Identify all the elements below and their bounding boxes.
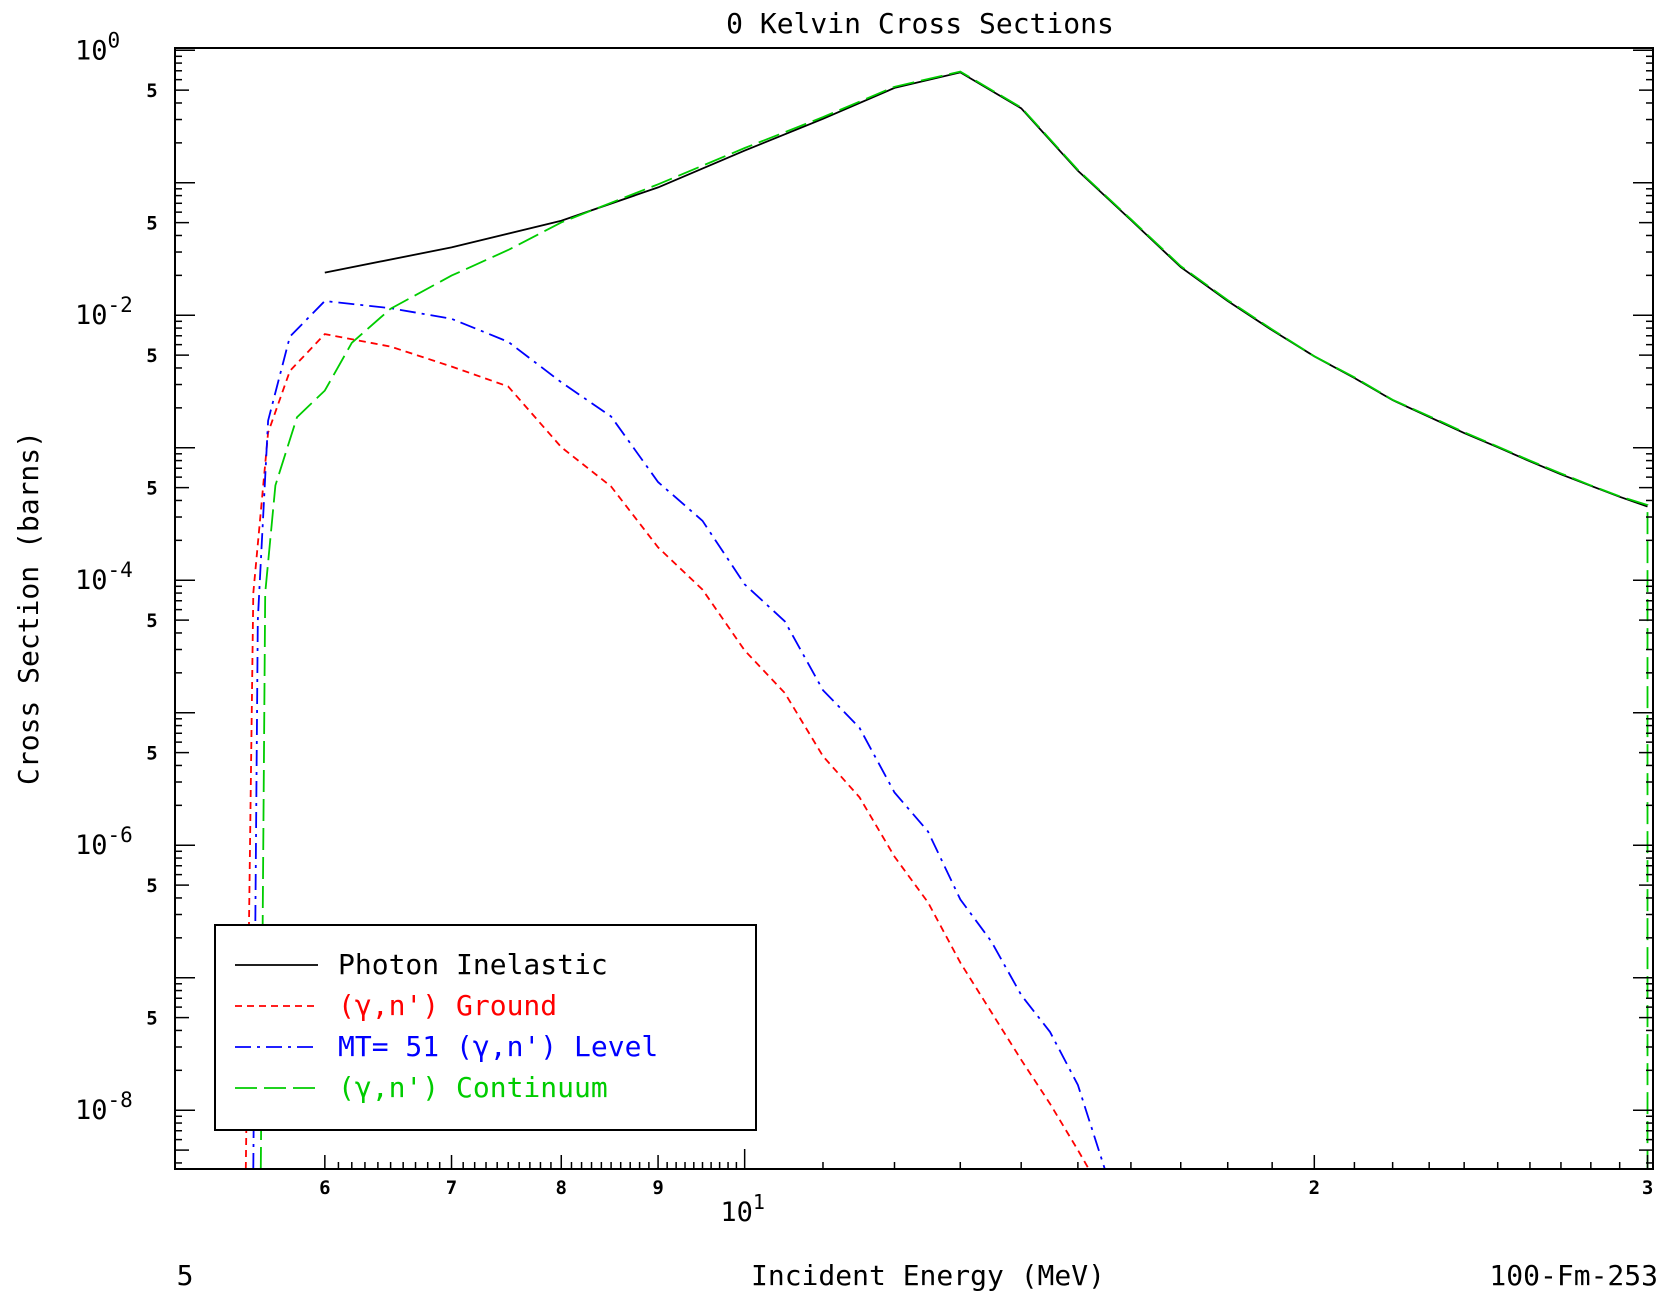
x-axis-label: Incident Energy (MeV) — [751, 1259, 1105, 1292]
y-tick-label: 5 — [146, 478, 157, 500]
x-tick-label: 2 — [1309, 1177, 1320, 1199]
x-tick-label: 3 — [1642, 1177, 1653, 1199]
legend-label: MT= 51 (γ,n') Level — [338, 1030, 658, 1063]
x-tick-label: 6 — [319, 1177, 330, 1199]
y-tick-label: 10-8 — [75, 1088, 133, 1126]
legend-label: (γ,n') Continuum — [338, 1071, 608, 1104]
y-tick-label: 5 — [146, 875, 157, 897]
x-axis: 6 7 8 9 101 2 3 — [319, 1149, 1653, 1228]
series-line-2 — [252, 300, 1106, 1170]
chart-title: 0 Kelvin Cross Sections — [726, 7, 1114, 40]
x-tick-label: 7 — [446, 1177, 457, 1199]
y-tick-label: 10-6 — [75, 823, 133, 861]
y-axis: 100 10-2 10-4 10-6 10-8 5 5 5 5 5 5 5 5 — [75, 28, 1653, 1164]
y-tick-label: 5 — [146, 345, 157, 367]
series-line-0 — [324, 71, 1648, 508]
y-tick-label: 5 — [146, 213, 157, 235]
y-tick-label: 5 — [146, 1008, 157, 1030]
x-tick-label: 9 — [652, 1177, 663, 1199]
y-tick-label: 100 — [75, 28, 120, 66]
y-tick-label: 10-4 — [75, 558, 133, 596]
y-tick-label: 5 — [146, 610, 157, 632]
y-axis-label: Cross Section (barns) — [12, 431, 45, 785]
x-tick-label: 8 — [556, 1177, 567, 1199]
legend: Photon Inelastic (γ,n') Ground MT= 51 (γ,n… — [214, 924, 757, 1131]
series-line-3 — [259, 70, 1649, 1170]
series-line-1 — [244, 333, 1090, 1170]
y-tick-label: 10-2 — [75, 293, 133, 331]
y-tick-label: 5 — [146, 80, 157, 102]
corner-left-label: 5 — [177, 1259, 194, 1292]
plot-frame — [174, 47, 1654, 1170]
corner-right-label: 100-Fm-253 — [1489, 1259, 1658, 1292]
legend-label: (γ,n') Ground — [338, 989, 557, 1022]
x-tick-label: 101 — [720, 1190, 765, 1228]
series-layer — [244, 70, 1649, 1170]
y-tick-label: 5 — [146, 743, 157, 765]
legend-box — [214, 924, 757, 1131]
legend-label: Photon Inelastic — [338, 948, 608, 981]
